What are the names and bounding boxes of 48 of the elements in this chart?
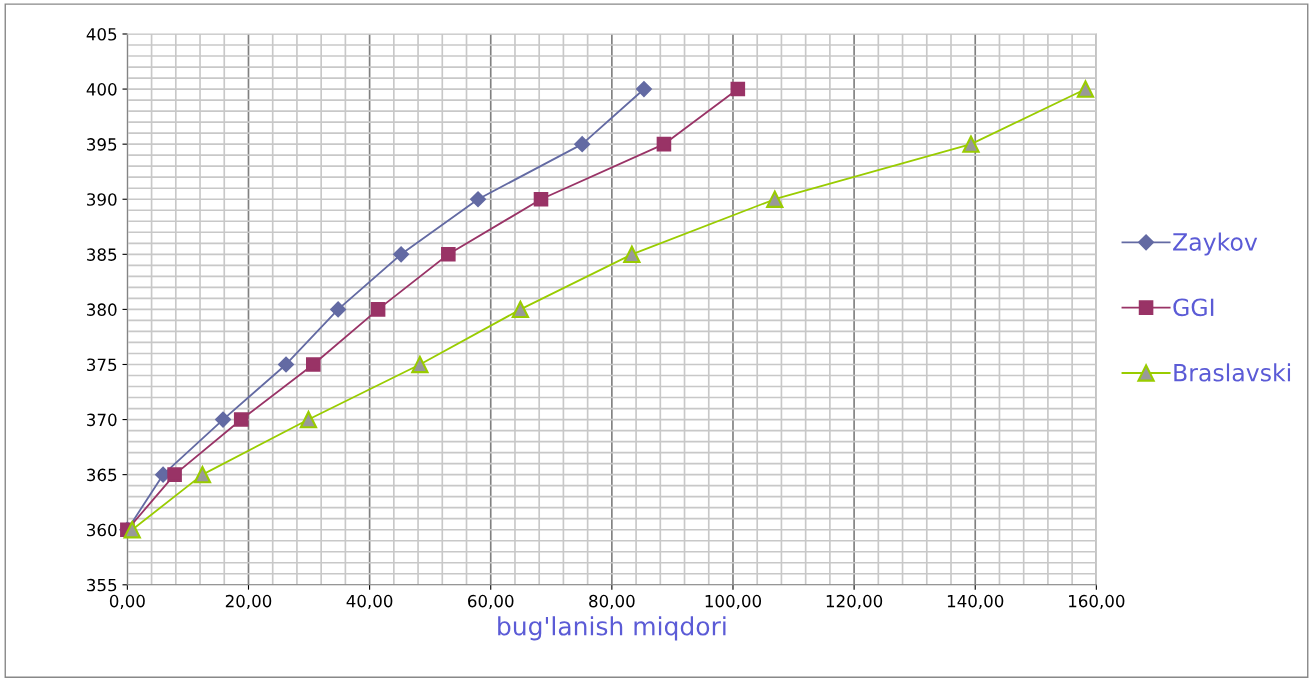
y-tick-label: 395 — [87, 138, 117, 151]
point — [441, 247, 456, 262]
point — [623, 245, 641, 263]
y-tick-label: 355 — [87, 578, 117, 592]
x-tick-label: 80,00 — [589, 594, 635, 610]
x-tick-label: 20,00 — [225, 594, 272, 610]
point — [393, 246, 410, 263]
point — [167, 467, 182, 482]
x-tick-label: 40,00 — [346, 594, 393, 610]
point — [215, 411, 231, 428]
x-tick-label: 120,00 — [826, 594, 883, 610]
point — [123, 521, 141, 539]
point — [730, 81, 746, 97]
point — [299, 410, 318, 429]
x-tick-label: 0,00 — [109, 594, 145, 610]
legend-label: Braslavski — [1174, 363, 1291, 382]
point — [193, 465, 212, 484]
point — [533, 191, 549, 207]
point — [1076, 80, 1095, 98]
point — [233, 412, 249, 427]
y-tick-label: 400 — [86, 83, 117, 96]
point — [636, 81, 652, 97]
y-tick-label: 370 — [87, 413, 117, 427]
x-tick-label: 140,00 — [947, 594, 1004, 610]
legend-label: Zaykov — [1173, 232, 1258, 256]
x-tick-label: 60,00 — [468, 594, 514, 610]
point — [656, 136, 672, 152]
x-tick-label: 160,00 — [1069, 594, 1125, 610]
point — [411, 355, 429, 374]
point — [470, 191, 486, 208]
point — [278, 356, 294, 373]
point — [962, 135, 980, 153]
y-tick-label: 380 — [87, 303, 117, 316]
y-tick-label: 385 — [87, 248, 117, 261]
point — [574, 136, 591, 153]
y-tick-label: 360 — [87, 523, 117, 537]
point — [370, 302, 386, 317]
point — [330, 301, 347, 318]
point — [306, 357, 321, 372]
y-tick-label: 365 — [87, 468, 117, 482]
y-tick-label: 375 — [87, 358, 117, 372]
point — [511, 300, 530, 319]
x-tick-label: 100,00 — [705, 594, 762, 610]
y-tick-label: 390 — [87, 193, 117, 206]
point — [766, 190, 784, 208]
legend-label: GGI — [1173, 298, 1214, 317]
y-tick-label: 405 — [86, 27, 117, 41]
x-axis-title: bug'lanish miqdori — [498, 616, 726, 641]
